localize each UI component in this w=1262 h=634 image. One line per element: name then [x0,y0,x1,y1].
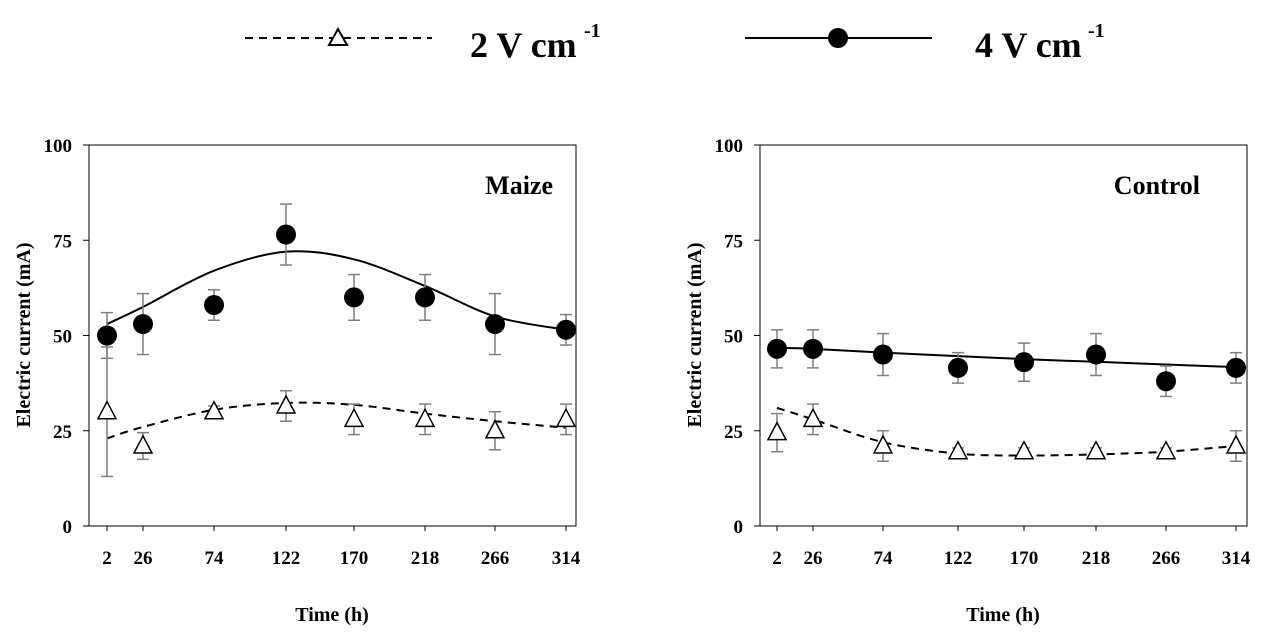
data-point-2v [1013,440,1035,460]
y-tick-label: 25 [53,422,72,443]
data-point-2v [275,394,297,414]
x-tick-label: 170 [1010,548,1039,569]
legend-triangle-marker [327,26,349,46]
data-point-4v [803,338,823,359]
data-point-4v [767,338,787,359]
panel-control: Control Electric current (mA) Time (h) 0… [684,136,1251,626]
data-point-4v [556,319,576,340]
data-point-4v [204,295,224,316]
data-point-4v [97,325,117,346]
x-tick-label: 122 [272,548,301,569]
x-tick-label: 2 [102,548,112,569]
x-axis-label-maize: Time (h) [295,604,369,626]
data-point-2v [766,421,788,441]
x-tick-label: 314 [552,548,581,569]
data-point-2v [96,400,118,420]
data-point-4v [873,344,893,365]
y-tick-label: 0 [63,517,73,538]
y-axis-label-maize: Electric current (mA) [13,242,35,427]
data-point-2v [555,407,577,428]
data-point-2v [484,419,506,439]
data-point-2v [802,407,824,428]
y-tick-label: 75 [724,231,743,252]
data-point-2v [414,407,436,428]
legend-sup-4v: -1 [1088,20,1105,42]
y-tick-label: 75 [53,231,72,252]
data-point-4v [276,224,296,245]
data-point-2v [343,407,365,428]
y-axis-label-control: Electric current (mA) [684,242,706,427]
x-tick-label: 2 [772,548,782,569]
legend-circle-marker [828,28,848,48]
x-tick-label: 74 [205,548,225,569]
series-2v-trend-line [106,401,567,440]
data-point-2v [872,434,894,454]
y-tick-label: 100 [44,136,73,157]
series-2v-trend-line [776,406,1237,457]
x-tick-label: 266 [1152,548,1181,569]
data-point-4v [344,287,364,308]
x-tick-label: 122 [944,548,973,569]
x-tick-label: 218 [1082,548,1111,569]
x-tick-label: 314 [1222,548,1251,569]
data-point-4v [485,314,505,335]
panel-maize: Maize Electric current (mA) Time (h) 025… [13,136,581,626]
data-point-2v [203,400,225,420]
legend-label-4v: 4 V cm [975,25,1082,65]
data-point-2v [1155,440,1177,460]
x-tick-label: 74 [874,548,894,569]
data-point-4v [1014,352,1034,373]
data-point-4v [415,287,435,308]
data-point-4v [1156,371,1176,392]
x-tick-label: 266 [481,548,510,569]
legend: 2 V cm -1 4 V cm -1 [245,20,1105,65]
y-tick-label: 50 [724,327,743,348]
x-axis-label-control: Time (h) [966,604,1040,626]
data-point-2v [132,434,154,454]
plot-frame-control [759,144,1248,527]
legend-label-2v: 2 V cm [470,25,577,65]
data-point-2v [1085,440,1107,460]
data-point-2v [947,440,969,460]
data-point-4v [1086,344,1106,365]
x-tick-label: 26 [804,548,823,569]
data-point-4v [133,314,153,335]
data-point-4v [1226,357,1246,378]
y-tick-label: 0 [734,517,744,538]
x-tick-label: 170 [340,548,369,569]
legend-entry-4v: 4 V cm -1 [745,20,1105,65]
x-tick-label: 218 [411,548,440,569]
series-4v-trend-line [776,346,1237,369]
panel-title-control: Control [1114,171,1200,200]
x-tick-label: 26 [134,548,153,569]
data-point-4v [948,357,968,378]
legend-sup-2v: -1 [584,20,601,42]
y-tick-label: 25 [724,422,743,443]
panel-title-maize: Maize [485,171,553,200]
data-point-2v [1225,434,1247,454]
legend-entry-2v: 2 V cm -1 [245,20,601,65]
y-tick-label: 100 [715,136,744,157]
plot-frame-maize [88,144,577,527]
series-4v-trend-line [106,250,567,331]
y-tick-label: 50 [53,327,72,348]
